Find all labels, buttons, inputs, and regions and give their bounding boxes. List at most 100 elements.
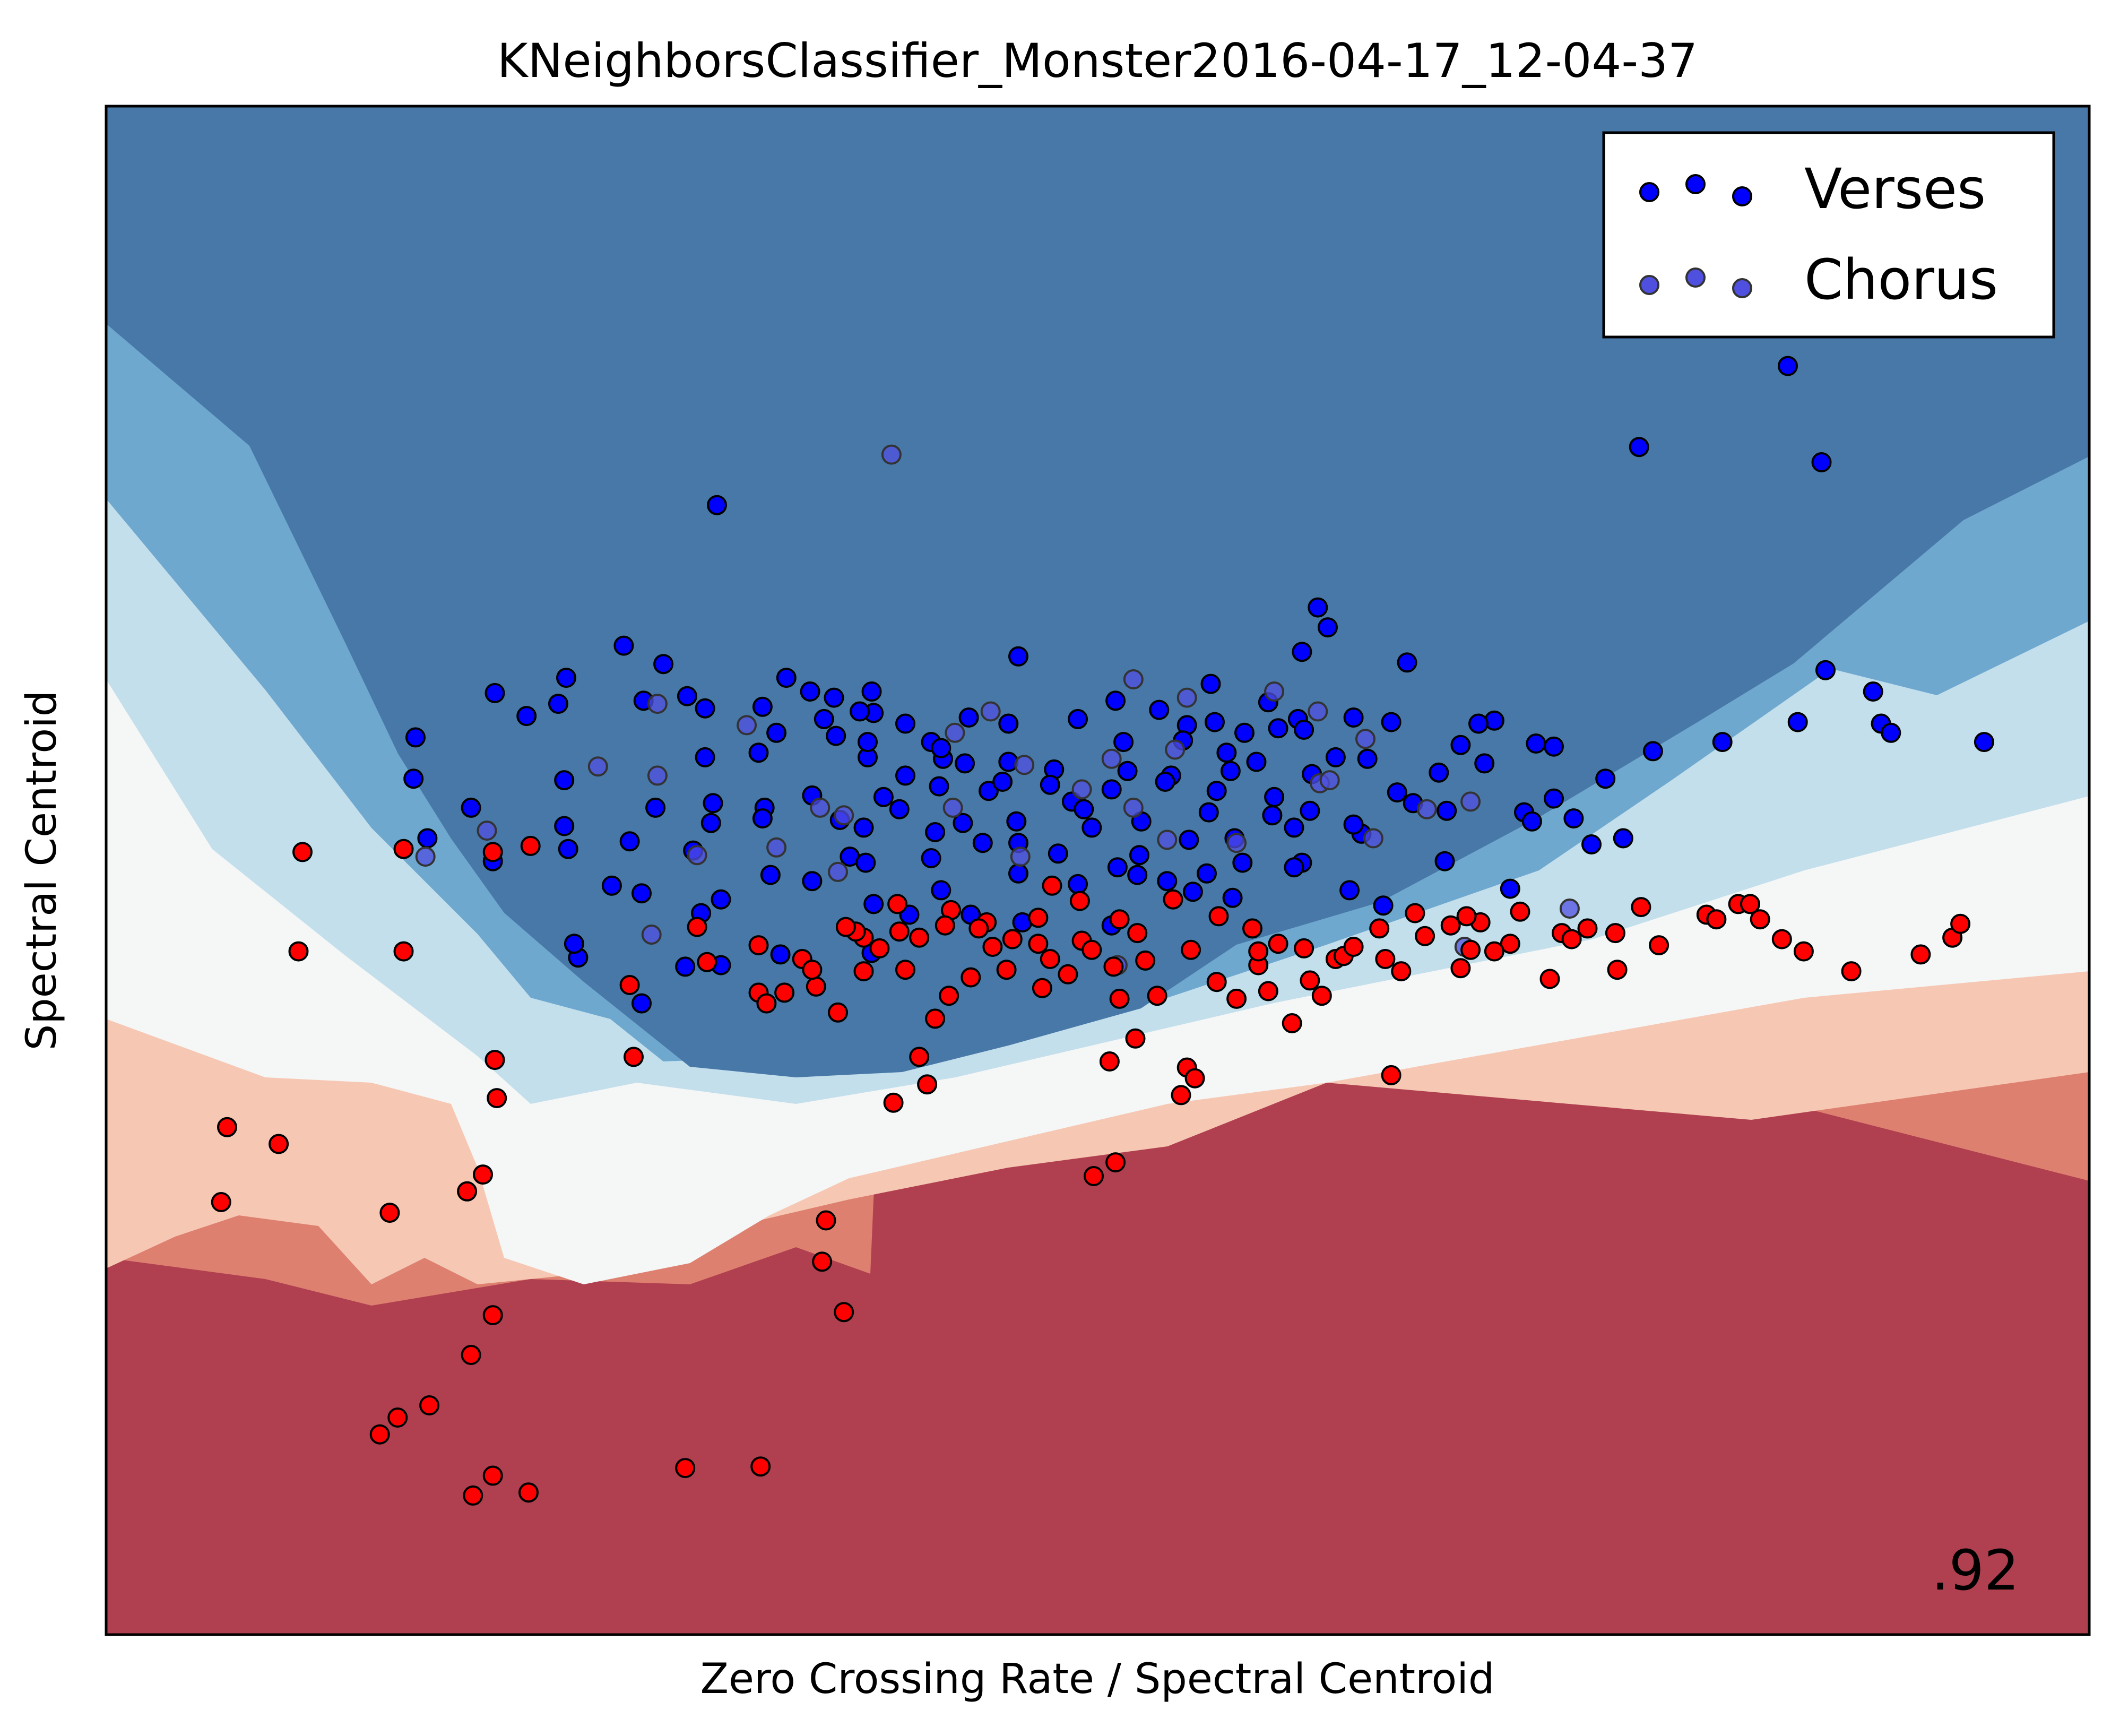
chorus-point-14 — [687, 845, 707, 866]
series-2-point-50 — [982, 937, 1003, 957]
verses-point-165 — [1008, 863, 1028, 884]
series-2-point-56 — [774, 982, 795, 1003]
series-2-point-45 — [1181, 939, 1201, 960]
series-2-point-121 — [463, 1485, 483, 1506]
series-2-point-79 — [1058, 964, 1078, 984]
series-2-point-36 — [1793, 941, 1814, 962]
verses-point-169 — [752, 808, 773, 829]
series-2-point-99 — [1631, 897, 1651, 918]
series-2-point-13 — [889, 921, 910, 942]
chorus-point-23 — [1355, 729, 1375, 749]
series-2-point-120 — [482, 1465, 503, 1486]
verses-point-87 — [1521, 811, 1542, 832]
series-2-point-7 — [619, 975, 640, 995]
score-text: .92 — [1932, 1538, 2019, 1603]
verses-point-89 — [1613, 828, 1633, 849]
verses-point-29 — [958, 707, 979, 728]
verses-point-81 — [1082, 817, 1102, 838]
legend: Verses Chorus — [1602, 131, 2055, 339]
series-2-point-3 — [520, 835, 541, 856]
series-2-point-83 — [935, 915, 955, 936]
series-2-point-28 — [1500, 934, 1520, 954]
series-2-point-116 — [461, 1345, 481, 1365]
verses-point-10 — [1105, 690, 1126, 711]
series-2-point-114 — [379, 1203, 400, 1223]
series-2-point-115 — [482, 1305, 503, 1326]
chorus-point-36 — [1123, 797, 1144, 818]
verses-point-88 — [1563, 808, 1584, 829]
verses-point-98 — [485, 683, 505, 703]
series-2-point-119 — [369, 1424, 390, 1445]
series-2-point-31 — [1649, 935, 1669, 956]
verses-point-157 — [1182, 882, 1203, 902]
verses-point-124 — [992, 772, 1013, 792]
series-2-point-24 — [1294, 938, 1314, 958]
verses-point-21 — [677, 686, 697, 706]
series-2-point-107 — [485, 1050, 505, 1070]
series-2-point-110 — [457, 1181, 478, 1202]
series-2-point-6 — [624, 1047, 644, 1067]
verses-point-161 — [1284, 857, 1304, 878]
legend-marker-verses — [1639, 174, 1752, 206]
verses-point-123 — [955, 753, 975, 774]
verses-point-50 — [1220, 761, 1241, 781]
series-2-point-1 — [393, 839, 414, 859]
series-2-point-26 — [1405, 903, 1425, 923]
series-2-point-2 — [482, 842, 503, 862]
verses-point-162 — [1197, 863, 1217, 884]
series-2-point-87 — [687, 917, 707, 937]
verses-point-115 — [1387, 782, 1407, 803]
chorus-point-6 — [1363, 828, 1383, 849]
series-2-point-16 — [1002, 929, 1023, 949]
chorus-point-2 — [647, 765, 668, 786]
verses-point-114 — [1343, 814, 1364, 835]
verses-point-101 — [645, 797, 666, 818]
series-2-point-22 — [1242, 918, 1262, 939]
verses-point-26 — [826, 726, 846, 746]
chorus-point-1 — [881, 444, 902, 465]
verses-point-65 — [1206, 781, 1227, 801]
verses-point-160 — [1500, 878, 1520, 899]
series-2-point-47 — [1103, 956, 1124, 977]
verses-point-85 — [1284, 817, 1304, 838]
verses-point-116 — [1429, 762, 1449, 783]
series-2-point-57 — [756, 993, 777, 1014]
verses-point-94 — [403, 768, 424, 789]
series-2-point-61 — [1099, 1051, 1120, 1072]
chorus-point-30 — [1010, 847, 1031, 867]
verses-point-142 — [1048, 843, 1068, 864]
verses-point-56 — [895, 765, 915, 786]
chorus-point-4 — [942, 797, 963, 818]
series-2-point-44 — [1206, 972, 1227, 992]
chorus-point-5 — [1157, 830, 1178, 850]
series-2-point-40 — [1950, 913, 1971, 934]
verses-point-34 — [1205, 712, 1225, 732]
verses-point-59 — [873, 787, 894, 807]
series-2-point-88 — [835, 917, 856, 937]
chorus-point-22 — [1308, 701, 1328, 722]
series-2-point-85 — [748, 935, 769, 956]
chorus-point-20 — [1176, 687, 1197, 708]
chorus-point-19 — [1123, 669, 1144, 689]
series-2-point-53 — [895, 960, 915, 980]
chorus-point-32 — [1416, 799, 1437, 819]
series-2-point-98 — [1577, 918, 1598, 939]
verses-point-168 — [760, 865, 781, 885]
chorus-point-24 — [1460, 791, 1481, 812]
verses-point-4 — [707, 495, 727, 515]
series-2-point-126 — [812, 1251, 833, 1272]
series-2-point-68 — [1460, 939, 1481, 960]
legend-marker-chorus — [1639, 267, 1752, 298]
verses-point-170 — [802, 871, 823, 892]
series-2-point-25 — [1369, 918, 1390, 939]
series-2-point-37 — [1841, 961, 1862, 982]
series-2-point-46 — [1135, 950, 1156, 971]
decision-regions — [106, 106, 2089, 1635]
verses-point-8 — [861, 681, 882, 702]
verses-point-9 — [800, 681, 820, 702]
series-2-point-12 — [909, 927, 930, 948]
series-2-point-76 — [1311, 986, 1332, 1006]
verses-point-148 — [863, 894, 884, 914]
series-2-point-82 — [968, 918, 989, 939]
